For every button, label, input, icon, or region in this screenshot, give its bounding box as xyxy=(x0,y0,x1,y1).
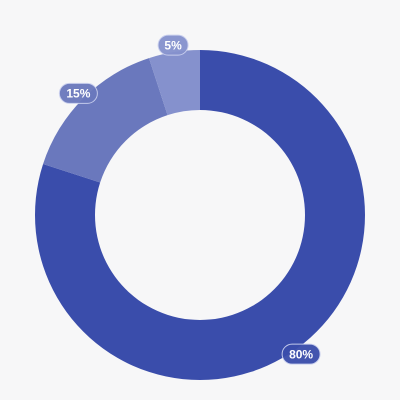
donut-segment xyxy=(43,58,168,183)
donut-segment xyxy=(149,50,200,116)
label-badge xyxy=(58,82,98,104)
label-badge xyxy=(157,34,189,56)
value-label: 80% xyxy=(289,347,313,361)
label-badge xyxy=(281,343,321,365)
value-label: 15% xyxy=(66,87,90,101)
value-label: 5% xyxy=(164,38,182,52)
donut-segment xyxy=(34,50,365,380)
